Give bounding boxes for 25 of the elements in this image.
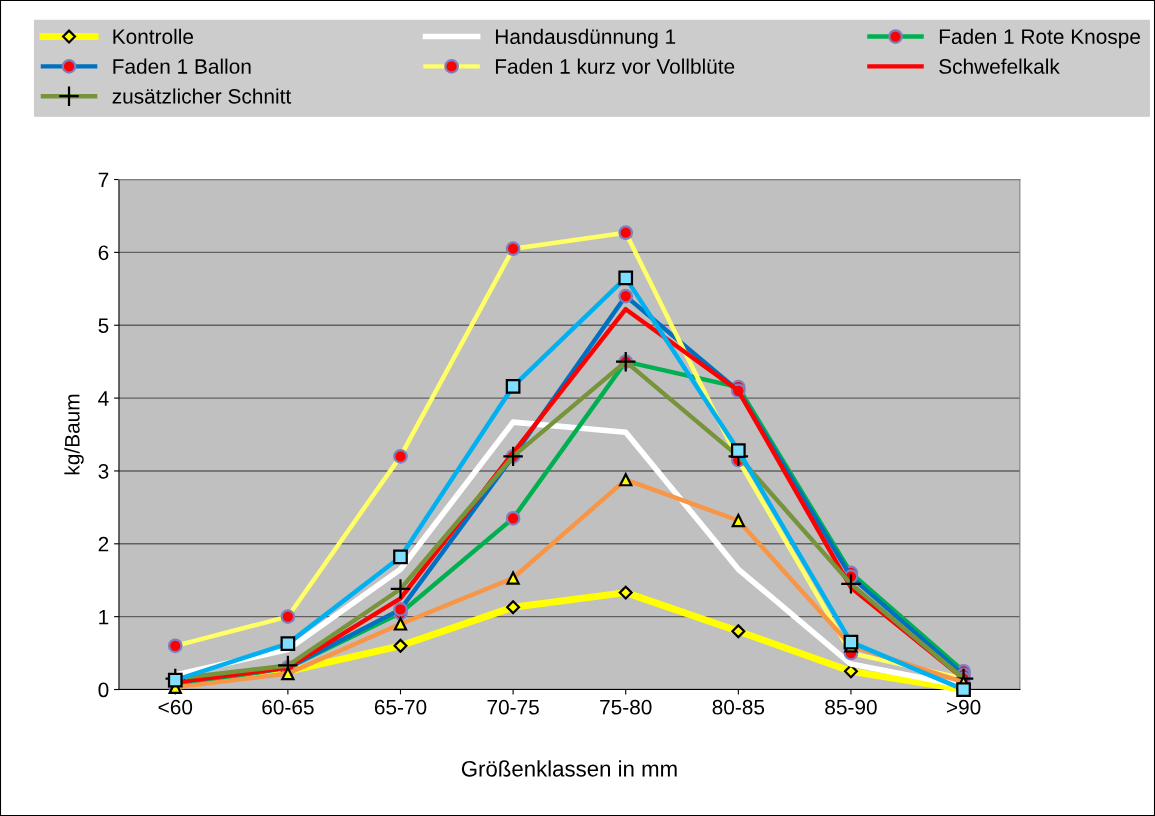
legend-label: Faden 1 kurz vor Vollblüte [495,58,735,74]
y-tick-label: 0 [98,682,109,698]
y-axis-title: kg/Baum [64,394,84,475]
legend-label: Handausdünnung 1 [495,28,676,49]
y-tick-label: 3 [98,463,109,479]
x-tick-label: <60 [158,699,193,715]
x-tick-label: 65-70 [374,699,427,715]
legend-label: Schwefelkalk [939,58,1060,74]
y-tick-label: 1 [99,609,109,625]
x-axis-title: Größenklassen in mm [461,760,677,777]
y-tick-label: 7 [98,172,109,188]
y-tick-label: 5 [98,318,109,333]
y-tick-label: 6 [98,245,109,261]
x-tick-label: 85-90 [825,699,877,715]
legend-label: Faden 1 Ballon [113,58,251,74]
y-tick-label: 2 [98,536,109,552]
x-tick-label: 75-80 [600,699,652,715]
legend-label: zusätzlicher Schnitt [112,88,292,104]
legend-label: Faden 1 Rote Knospe [939,28,1140,49]
x-tick-label: 60-65 [262,699,314,715]
x-tick-label: 80-85 [712,699,765,715]
x-tick-label: >90 [946,699,981,715]
y-tick-label: 4 [98,391,109,406]
x-tick-label: 70-75 [487,699,539,715]
legend-label: Kontrolle [113,28,194,45]
